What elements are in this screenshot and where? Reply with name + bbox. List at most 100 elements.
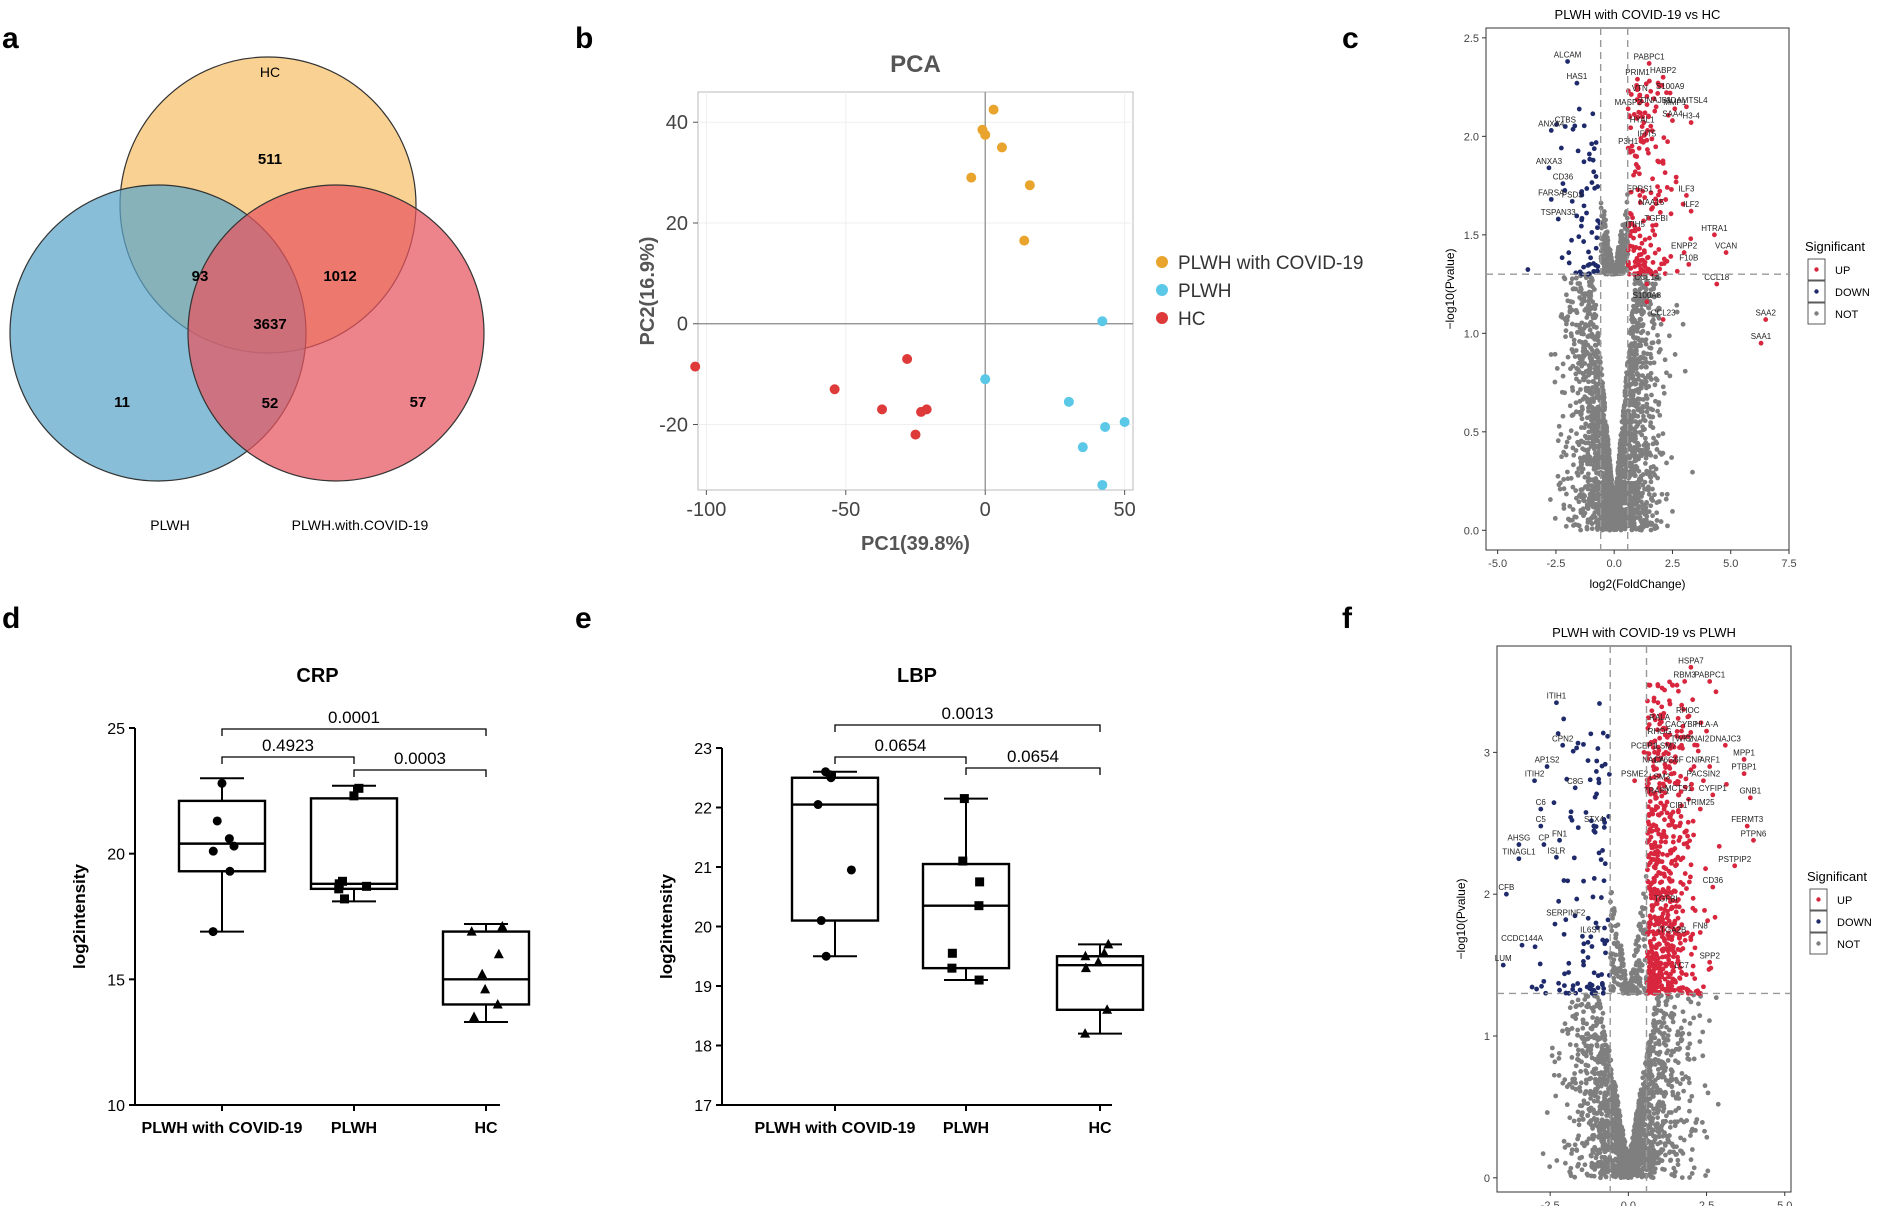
data-point [1569, 321, 1575, 327]
data-point [1619, 1124, 1625, 1130]
data-point [1580, 1017, 1586, 1023]
labelled-point [1625, 106, 1631, 112]
data-point [1650, 470, 1656, 476]
data-point [1579, 1140, 1585, 1146]
data-point [1583, 421, 1589, 427]
data-point [1678, 1025, 1684, 1031]
data-point [1547, 1164, 1553, 1170]
data-point [1618, 456, 1624, 462]
gene-label: S100A9 [1656, 82, 1685, 91]
data-point [1577, 493, 1582, 499]
legend-label: PLWH with COVID-19 [1178, 253, 1363, 274]
data-point [1611, 909, 1617, 915]
data-point [469, 1011, 480, 1022]
data-point [1632, 259, 1638, 265]
data-point [1628, 331, 1634, 336]
data-point [1575, 1027, 1581, 1033]
venn-region-count: 3637 [253, 316, 286, 333]
data-point [1654, 1050, 1660, 1056]
data-point [1575, 1056, 1580, 1062]
data-point [1655, 184, 1660, 190]
data-point [1589, 230, 1595, 235]
data-point [1631, 172, 1636, 178]
y-tick-label: 2.0 [1464, 131, 1479, 143]
data-point [1671, 1144, 1677, 1150]
gene-label: H3-4 [1682, 112, 1700, 121]
data-point [1583, 1050, 1589, 1056]
data-point [1614, 484, 1619, 490]
data-point [1642, 418, 1648, 424]
data-point [846, 865, 856, 875]
data-point [1567, 503, 1573, 509]
data-point [1648, 503, 1654, 509]
data-point [1568, 428, 1574, 434]
data-point [1560, 1028, 1565, 1034]
data-point [1664, 491, 1670, 497]
data-point [1645, 445, 1651, 451]
data-point [1585, 447, 1591, 453]
data-point [1119, 416, 1130, 427]
data-point [1587, 1046, 1593, 1052]
data-point [1655, 1121, 1660, 1127]
data-point [1649, 319, 1655, 325]
data-point [1573, 371, 1579, 377]
data-point [1651, 1021, 1657, 1027]
data-point [1566, 250, 1572, 256]
data-point [1656, 339, 1661, 345]
gene-label: SAA1 [1751, 332, 1772, 341]
data-point [1560, 1080, 1566, 1086]
data-point [1648, 406, 1654, 412]
data-point [1625, 192, 1630, 197]
data-point [1591, 422, 1597, 428]
data-point [1679, 1149, 1684, 1154]
panel-letter-b: b [575, 22, 593, 55]
data-point [1619, 434, 1625, 439]
data-point [1641, 262, 1646, 268]
data-point [1647, 360, 1653, 366]
data-point [1650, 425, 1656, 431]
data-point [1619, 522, 1624, 528]
chart-title: PLWH with COVID-19 vs PLWH [1552, 625, 1736, 640]
data-point [947, 963, 957, 973]
data-point [1702, 1128, 1707, 1134]
data-point [1594, 1001, 1600, 1007]
data-point [1594, 235, 1600, 241]
data-point [1659, 1127, 1664, 1133]
data-point [1591, 360, 1597, 365]
data-point [1655, 1128, 1660, 1134]
data-point [1613, 952, 1619, 958]
data-point [1689, 1147, 1695, 1152]
legend-marker [1814, 311, 1819, 316]
data-point [1690, 469, 1695, 475]
data-point [1637, 286, 1643, 292]
data-point [1655, 1141, 1661, 1147]
data-point [1660, 1070, 1666, 1076]
data-point [1667, 1124, 1673, 1130]
data-point [1638, 364, 1644, 370]
y-tick-label: 0.5 [1464, 427, 1479, 439]
category-label: PLWH with COVID-19 [142, 1120, 303, 1137]
data-point [1610, 1173, 1616, 1179]
data-point [1572, 354, 1578, 359]
data-point [1680, 1076, 1686, 1082]
data-point [224, 834, 234, 844]
data-point [1645, 1061, 1651, 1066]
data-point [1593, 495, 1599, 501]
data-point [1578, 223, 1584, 229]
data-point [1609, 1109, 1615, 1115]
data-point [1578, 287, 1584, 292]
data-point [1622, 388, 1628, 394]
data-point [1647, 1156, 1652, 1162]
data-point [1685, 1051, 1691, 1057]
data-point [1646, 305, 1652, 311]
data-point [1633, 979, 1639, 984]
data-point [1589, 141, 1595, 147]
data-point [1613, 268, 1619, 274]
data-point [1595, 184, 1601, 189]
labelled-point [1565, 59, 1570, 64]
data-point [1634, 986, 1640, 992]
data-point [1575, 390, 1581, 396]
data-point [1636, 936, 1642, 941]
data-point [1576, 442, 1582, 448]
data-point [1598, 1175, 1603, 1181]
